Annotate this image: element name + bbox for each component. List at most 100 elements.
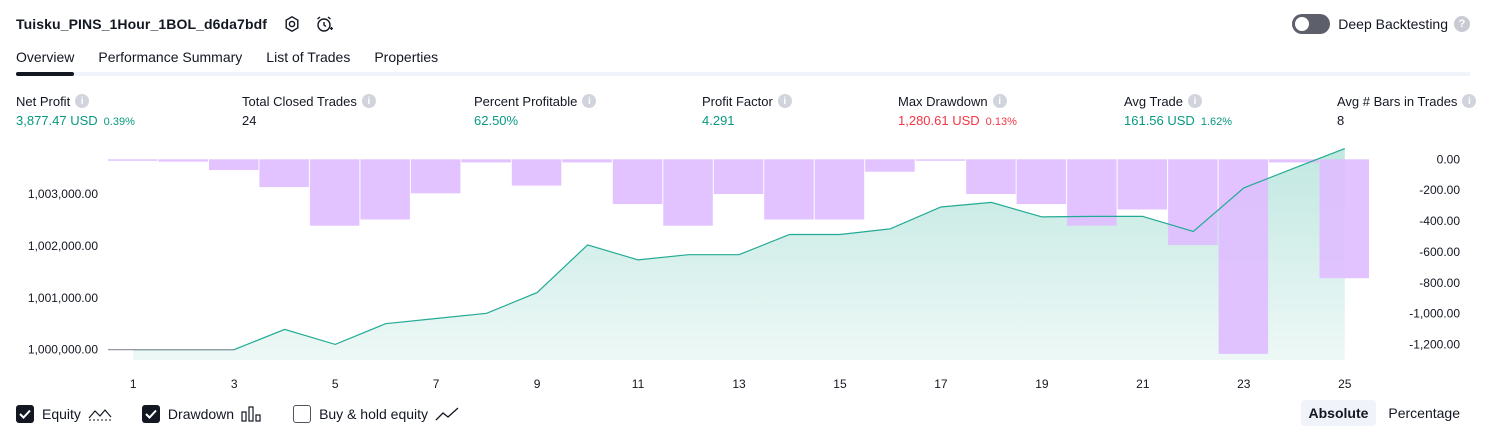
legend-drawdown[interactable]: Drawdown <box>141 405 263 423</box>
legend-buy-hold-equity[interactable]: Buy & hold equity <box>293 405 459 423</box>
info-icon[interactable]: i <box>361 94 376 108</box>
metric-sub-value: 0.39% <box>103 116 135 128</box>
legend-equity[interactable]: Equity <box>16 405 112 423</box>
tab-performance-summary[interactable]: Performance Summary <box>98 49 243 65</box>
metric-profit-factor: Profit Factor i 4.291 <box>702 93 792 129</box>
right-axis-tick-label: -1,000.00 <box>1409 307 1460 321</box>
metric-sub-value: 1.62% <box>1200 116 1233 128</box>
left-axis-tick-label: 1,002,000.00 <box>28 239 98 253</box>
metric-label: Net Profit <box>16 93 71 109</box>
x-axis-tick-label: 15 <box>833 377 847 391</box>
metric-label: Max Drawdown <box>898 93 988 109</box>
left-axis: 1,000,000.00 1,001,000.00 1,002,000.00 1,00… <box>28 187 98 357</box>
tab-list-of-trades[interactable]: List of Trades <box>266 49 351 65</box>
deep-backtesting: Deep Backtesting ? <box>1292 13 1470 35</box>
x-axis-tick-label: 9 <box>534 377 541 391</box>
deep-backtesting-toggle[interactable] <box>1292 14 1331 34</box>
drawdown-bar <box>1016 159 1067 205</box>
gear-icon[interactable] <box>281 13 303 35</box>
right-axis-tick-label: 0.00 <box>1437 152 1461 166</box>
tab-overview[interactable]: Overview <box>16 44 75 76</box>
info-icon[interactable]: i <box>582 94 597 108</box>
metric-avg-trade: Avg Trade i 161.56 USD 1.62% <box>1124 93 1232 129</box>
equity-series-line <box>133 148 1346 351</box>
info-icon[interactable]: i <box>1188 94 1203 108</box>
metric-value: 24 <box>242 113 257 128</box>
drawdown-bar <box>511 159 562 186</box>
legend-label: Buy & hold equity <box>319 406 429 422</box>
x-axis-tick-label: 23 <box>1237 377 1251 391</box>
equity-line-icon <box>88 406 112 422</box>
toggle-knob <box>1295 17 1310 31</box>
metric-label: Avg Trade <box>1124 93 1184 109</box>
metric-value: 161.56 USD <box>1124 113 1195 128</box>
question-icon[interactable]: ? <box>1454 16 1470 32</box>
metric-value: 4.291 <box>702 113 735 128</box>
tab-bar: Overview Performance Summary List of Tra… <box>16 44 1470 76</box>
metric-total-closed-trades: Total Closed Trades i 24 <box>242 93 376 129</box>
drawdown-bar <box>612 159 663 205</box>
drawdown-bar <box>1067 159 1117 226</box>
drawdown-bar <box>461 159 511 163</box>
drawdown-checkbox[interactable] <box>141 405 160 423</box>
drawdown-bar <box>966 159 1016 194</box>
alarm-clock-plus-icon[interactable] <box>313 13 335 35</box>
x-axis-tick-label: 5 <box>332 377 339 391</box>
buy-hold-checkbox[interactable] <box>293 405 312 423</box>
metric-percent-profitable: Percent Profitable i 62.50% <box>474 93 597 129</box>
value-mode-switch: Absolute Percentage <box>1297 400 1469 426</box>
left-axis-tick-label: 1,001,000.00 <box>28 291 98 305</box>
drawdown-bar <box>1269 159 1319 163</box>
left-axis-tick-label: 1,000,000.00 <box>28 343 98 357</box>
legend-label: Drawdown <box>167 406 235 422</box>
strategy-title: Tuisku_PINS_1Hour_1BOL_d6da7bdf <box>16 16 268 32</box>
drawdown-bar <box>764 159 814 220</box>
drawdown-bar <box>1117 159 1168 210</box>
metric-value: 62.50% <box>474 113 519 128</box>
info-icon[interactable]: i <box>75 94 90 108</box>
drawdown-bar <box>814 159 865 220</box>
metric-sub-value: 0.13% <box>985 116 1017 128</box>
drawdown-bars <box>108 159 1369 354</box>
x-axis-tick-label: 11 <box>632 377 645 391</box>
drawdown-bar <box>309 159 360 226</box>
mode-percentage-button[interactable]: Percentage <box>1388 405 1460 421</box>
mode-absolute-button[interactable]: Absolute <box>1300 400 1377 426</box>
metric-label: Avg # Bars in Trades <box>1337 93 1458 109</box>
drawdown-bar <box>410 159 461 194</box>
strategy-header: Tuisku_PINS_1Hour_1BOL_d6da7bdf <box>16 12 335 36</box>
equity-line <box>108 148 1346 351</box>
right-axis: 0.00 -200.00 -400.00 -600.00 -800.00 -1,000.0… <box>1409 152 1460 351</box>
tab-properties[interactable]: Properties <box>374 49 439 65</box>
equity-drawdown-chart[interactable]: 1,000,000.00 1,001,000.00 1,002,000.00 1,00… <box>0 140 1486 396</box>
metric-label: Total Closed Trades <box>242 93 357 109</box>
right-axis-tick-label: -400.00 <box>1419 214 1460 228</box>
x-axis-tick-label: 21 <box>1136 377 1150 391</box>
drawdown-bar <box>1218 159 1269 354</box>
info-icon[interactable]: i <box>1462 94 1477 108</box>
equity-area <box>133 148 1345 360</box>
chart-legend: Equity Drawdown Buy & hold equity <box>16 403 489 425</box>
drawdown-bar <box>1319 159 1369 279</box>
info-icon[interactable]: i <box>992 94 1007 108</box>
drawdown-bar <box>158 159 208 162</box>
right-axis-tick-label: -1,200.00 <box>1409 338 1460 352</box>
drawdown-bar <box>360 159 410 220</box>
metric-label: Profit Factor <box>702 93 773 109</box>
drawdown-bars-icon <box>241 406 263 422</box>
drawdown-bar <box>915 159 966 161</box>
equity-area-fill <box>133 148 1345 360</box>
right-axis-tick-label: -600.00 <box>1419 245 1460 259</box>
metric-avg-bars-in-trades: Avg # Bars in Trades i 8 <box>1337 93 1477 129</box>
x-axis-tick-label: 25 <box>1338 377 1352 391</box>
x-axis: 1 3 5 7 9 11 13 15 17 19 21 23 25 <box>130 377 1352 391</box>
drawdown-bar <box>713 159 764 194</box>
info-icon[interactable]: i <box>777 94 792 108</box>
buy-hold-line-icon <box>435 406 459 422</box>
equity-checkbox[interactable] <box>16 405 34 423</box>
drawdown-bar <box>663 159 713 226</box>
x-axis-tick-label: 19 <box>1035 377 1049 391</box>
drawdown-bar <box>259 159 309 188</box>
drawdown-bar <box>209 159 259 171</box>
metric-value: 8 <box>1337 113 1345 128</box>
